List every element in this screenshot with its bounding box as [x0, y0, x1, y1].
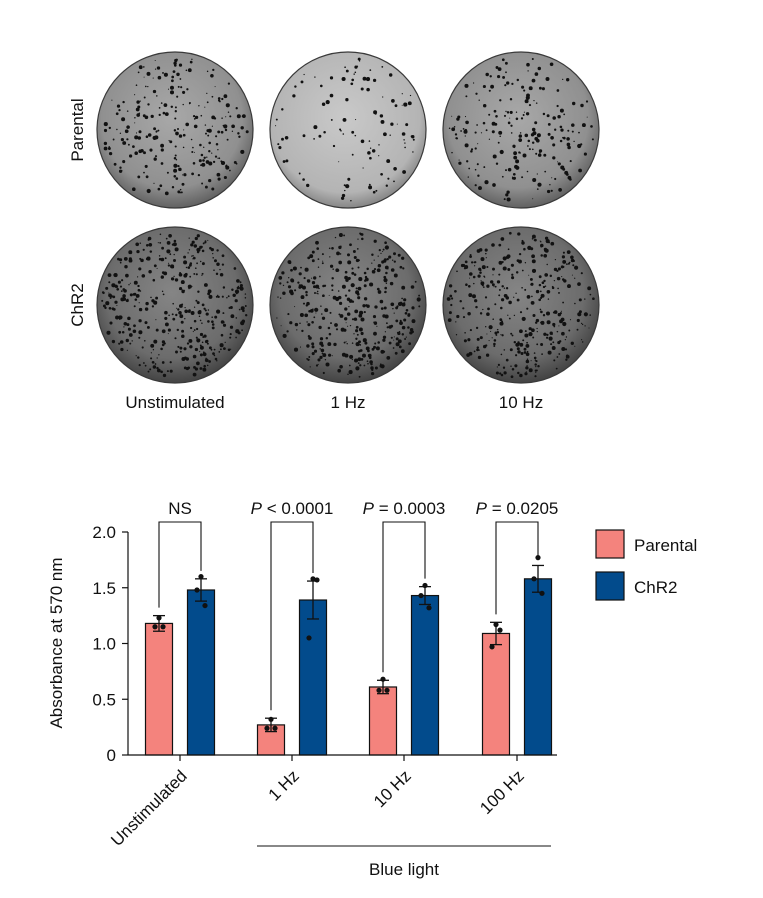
row-label-chr2: ChR2	[68, 283, 87, 326]
plate-parental-10-hz	[442, 51, 600, 209]
plate-panel: Parental ChR2 Unstimulated 1 Hz 10 Hz	[68, 51, 600, 412]
data-point	[268, 716, 274, 722]
legend-item-parental: Parental	[595, 529, 697, 559]
x-tick-label-100-hz: 100 Hz	[476, 766, 528, 818]
bracket-1-hz: P < 0.0001	[251, 499, 334, 711]
bar-chr2-1-hz	[298, 599, 328, 756]
data-point	[306, 635, 312, 641]
bar-chart: Absorbance at 570 nm 0 0.5 1.0 1.5 2.0 NS P <…	[47, 499, 697, 879]
plate-chr2-10-hz	[442, 226, 600, 384]
legend-item-chr2: ChR2	[595, 571, 677, 601]
legend-swatch	[595, 529, 625, 559]
data-point	[426, 605, 432, 611]
significance-brackets: NS P < 0.0001 P = 0.0003 P = 0.0205	[158, 499, 559, 711]
bar-parental-10-hz	[368, 686, 398, 756]
x-tick-label-1-hz: 1 Hz	[265, 766, 303, 804]
y-tick-label: 2.0	[92, 523, 116, 542]
data-point	[489, 644, 495, 650]
data-point	[384, 687, 390, 693]
colony-dots	[446, 231, 595, 379]
data-points	[152, 555, 545, 731]
significance-label: P < 0.0001	[251, 499, 334, 518]
data-point	[539, 590, 545, 596]
data-point	[376, 687, 382, 693]
data-point	[198, 574, 204, 580]
y-axis: 0 0.5 1.0 1.5 2.0	[92, 523, 129, 765]
data-point	[202, 602, 208, 609]
y-axis-label: Absorbance at 570 nm	[47, 557, 66, 728]
plate-chr2-unstimulated	[96, 226, 254, 384]
bracket-100-hz: P = 0.0205	[476, 499, 559, 615]
plate-chr2-1-hz	[269, 226, 427, 384]
x-tick-label-unstimulated: Unstimulated	[107, 766, 191, 850]
data-point	[535, 555, 541, 561]
bar-chr2-100-hz	[523, 578, 553, 756]
data-point	[152, 624, 158, 630]
data-point	[264, 725, 270, 731]
bar-chr2-10-hz	[410, 594, 440, 756]
colony-dots	[448, 57, 594, 202]
legend: Parental ChR2	[595, 529, 697, 601]
colony-dots	[276, 232, 421, 378]
bracket-10-hz: P = 0.0003	[363, 499, 446, 673]
data-point	[497, 627, 503, 633]
bar-chr2-unstimulated	[186, 589, 216, 756]
col-label-1hz: 1 Hz	[331, 393, 366, 412]
plate-parental-1-hz	[269, 51, 427, 209]
plate-parental-unstimulated	[96, 51, 254, 209]
row-label-parental: Parental	[68, 98, 87, 161]
data-point	[156, 615, 162, 621]
legend-label: ChR2	[634, 578, 677, 597]
significance-label: P = 0.0205	[476, 499, 559, 518]
data-point	[422, 582, 428, 589]
legend-label: Parental	[634, 536, 697, 555]
data-point	[531, 576, 537, 582]
data-point	[160, 624, 166, 630]
data-point	[272, 725, 278, 731]
x-tick-label-10-hz: 10 Hz	[370, 766, 415, 811]
blue-light-label: Blue light	[369, 860, 439, 879]
data-point	[493, 621, 499, 628]
bar-parental-100-hz	[481, 632, 511, 756]
data-point	[314, 577, 320, 583]
col-label-10hz: 10 Hz	[499, 393, 543, 412]
bar-parental-unstimulated	[144, 622, 174, 756]
bars	[144, 564, 553, 756]
y-tick-label: 1.0	[92, 635, 116, 654]
data-point	[418, 592, 424, 599]
colony-dots	[103, 58, 249, 196]
data-point	[194, 587, 200, 593]
bracket-unstimulated: NS	[158, 499, 202, 608]
legend-swatch	[595, 571, 625, 601]
colony-dots	[275, 57, 415, 202]
y-tick-label: 0.5	[92, 690, 116, 709]
y-tick-label: 0	[107, 746, 116, 765]
y-tick-label: 1.5	[92, 579, 116, 598]
col-label-unstimulated: Unstimulated	[125, 393, 224, 412]
data-point	[310, 576, 316, 582]
data-point	[380, 676, 386, 682]
significance-label: P = 0.0003	[363, 499, 446, 518]
x-tick-labels: Unstimulated 1 Hz 10 Hz 100 Hz	[107, 755, 528, 850]
colony-dots	[101, 233, 248, 378]
significance-label: NS	[168, 499, 192, 518]
